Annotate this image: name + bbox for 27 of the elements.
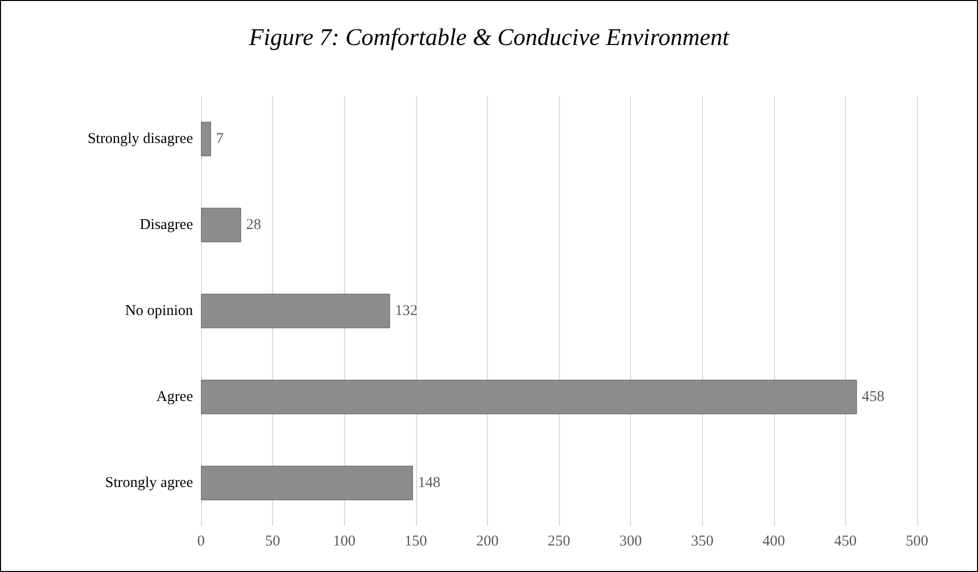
data-label: 28 <box>246 217 262 233</box>
data-label: 148 <box>418 475 440 491</box>
bar <box>201 208 242 242</box>
x-tick-label: 400 <box>762 534 786 550</box>
y-tick-label: Strongly disagree <box>88 131 194 147</box>
x-tick-label: 500 <box>906 534 928 550</box>
x-tick-label: 100 <box>332 534 356 550</box>
bar <box>201 466 413 500</box>
x-tick-label: 350 <box>690 534 714 550</box>
y-tick-label: Disagree <box>140 217 194 233</box>
data-label: 132 <box>395 303 418 319</box>
bar <box>201 122 212 156</box>
x-tick-label: 250 <box>548 534 570 550</box>
x-tick-label: 50 <box>265 534 280 550</box>
y-tick-label: No opinion <box>125 303 194 319</box>
x-tick-label: 150 <box>404 534 428 550</box>
x-tick-label: 200 <box>476 534 499 550</box>
x-tick-label: 450 <box>834 534 857 550</box>
bar <box>201 294 390 328</box>
bar <box>201 380 857 414</box>
data-label: 458 <box>862 389 884 405</box>
x-tick-label: 300 <box>619 534 642 550</box>
chart-title: Figure 7: Comfortable & Conducive Environment <box>248 25 730 51</box>
y-tick-label: Strongly agree <box>105 475 194 491</box>
data-label: 7 <box>216 131 224 147</box>
x-tick-label: 0 <box>197 534 205 550</box>
y-tick-label: Agree <box>156 389 194 405</box>
